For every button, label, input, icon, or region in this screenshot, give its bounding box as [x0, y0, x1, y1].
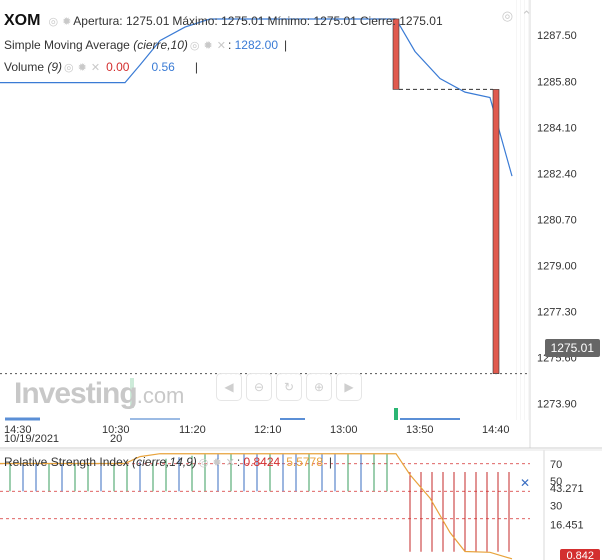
rsi-label: Relative Strength Index: [4, 455, 129, 469]
logo-suffix: .com: [136, 383, 185, 408]
zoom-reset-icon[interactable]: ↻: [276, 373, 302, 401]
chart-toolbar: ◀ ⊖ ↻ ⊕ ▶: [216, 373, 362, 401]
sma-gear-icon[interactable]: ✹: [203, 39, 213, 52]
sma-close-icon[interactable]: ✕: [216, 39, 226, 52]
price-tick-label: 1279.00: [537, 261, 577, 273]
rsi-close-x-icon: ✕: [520, 476, 530, 490]
low-value: 1275.01: [313, 14, 357, 28]
candle-body: [492, 89, 500, 374]
rsi-params: (cierre,14,9): [132, 455, 197, 469]
time-tick-label: 13:50: [406, 424, 434, 436]
volume-params: (9): [47, 60, 63, 74]
volume-bar-faded: [130, 378, 134, 408]
rsi-legend: Relative Strength Index (cierre,14,9) ◎ …: [4, 455, 333, 469]
open-value: 1275.01: [125, 14, 170, 28]
time-tick-label: 14:40: [482, 424, 510, 436]
time-tick-label: 13:00: [330, 424, 358, 436]
rsi-tick-label: 16.451: [550, 520, 584, 532]
rsi-tick-label: 50: [550, 476, 562, 488]
volume-value-1: 0.00: [106, 60, 130, 74]
volume-gear-icon[interactable]: ✹: [77, 61, 87, 74]
price-tick-label: 1285.80: [537, 76, 577, 88]
sma-eye-icon[interactable]: ◎: [189, 39, 200, 52]
eye-off-icon[interactable]: ◎: [501, 8, 514, 23]
price-tick-label: 1273.90: [537, 399, 577, 411]
sma-label: Simple Moving Average: [4, 38, 130, 52]
sma-value: 1282.00: [234, 38, 278, 52]
price-tick-label: 1287.50: [537, 30, 577, 42]
ohlc-legend: XOM ◎ ✹ Apertura: 1275.01 Máximo: 1275.0…: [4, 12, 446, 30]
current-rsi-tag: 0.842: [560, 549, 600, 560]
time-tick-label: 11:20: [179, 424, 206, 436]
rsi-tick-label: 70: [550, 459, 562, 471]
open-label: Apertura:: [73, 14, 123, 28]
price-tick-label: 1284.10: [537, 122, 577, 134]
symbol-label: XOM: [4, 12, 41, 29]
chevron-up-icon[interactable]: ⌃: [521, 8, 532, 23]
close-value: 1275.01: [399, 14, 443, 28]
sma-legend: Simple Moving Average (cierre,10) ◎ ✹ ✕ …: [4, 38, 288, 52]
logo-word: Investing: [14, 377, 138, 410]
rsi-tick-label: 43.271: [550, 483, 584, 495]
scroll-left-icon[interactable]: ◀: [216, 373, 242, 401]
volume-label: Volume: [4, 60, 45, 74]
time-tick-label: 14:30: [4, 424, 32, 436]
rsi-line: [0, 453, 513, 560]
date-tick-label: 20: [110, 433, 122, 445]
top-right-icons: ◎ ⌃: [502, 8, 532, 24]
zoom-in-icon[interactable]: ⊕: [306, 373, 332, 401]
text-cursor-icon: |: [284, 38, 288, 52]
sma-params: (cierre,10): [133, 38, 188, 52]
time-tick-label: 12:10: [254, 424, 282, 436]
rsi-gear-icon[interactable]: ✹: [212, 456, 222, 469]
rsi-tick-label: 30: [550, 501, 562, 513]
low-label: Mínimo:: [267, 14, 311, 28]
volume-close-icon[interactable]: ✕: [90, 61, 101, 74]
eye-icon[interactable]: ◎: [48, 15, 59, 28]
price-tick-label: 1277.30: [537, 307, 577, 319]
price-tick-label: 1280.70: [537, 214, 577, 226]
volume-legend: Volume (9) ◎ ✹ ✕ 0.00 0.56 |: [4, 60, 198, 74]
zoom-out-icon[interactable]: ⊖: [246, 373, 272, 401]
rsi-cursor-icon: |: [328, 455, 333, 469]
investing-logo: Investing .com: [14, 377, 184, 411]
high-value: 1275.01: [221, 14, 265, 28]
volume-cursor-icon: |: [194, 60, 198, 74]
rsi-close-icon[interactable]: ✕: [225, 456, 235, 469]
rsi-value-2: 5.5778: [286, 455, 323, 469]
close-label: Cierre:: [359, 14, 396, 28]
gear-icon[interactable]: ✹: [62, 15, 72, 28]
price-tick-label: 1282.40: [537, 168, 577, 180]
rsi-value-1: 0.8424: [243, 455, 281, 469]
candle-body: [392, 18, 400, 90]
scroll-right-icon[interactable]: ▶: [336, 373, 362, 401]
sma-line: [0, 18, 513, 177]
date-tick-label: 10/19/2021: [4, 433, 59, 445]
current-price-tag: 1275.01: [544, 339, 600, 357]
time-tick-label: 10:30: [102, 424, 130, 436]
future-hatch-area: [515, 0, 530, 420]
rsi-eye-icon[interactable]: ◎: [198, 456, 209, 469]
volume-bar: [394, 408, 398, 420]
volume-eye-icon[interactable]: ◎: [64, 61, 74, 74]
high-label: Máximo:: [172, 14, 218, 28]
volume-value-2: 0.56: [151, 60, 175, 74]
